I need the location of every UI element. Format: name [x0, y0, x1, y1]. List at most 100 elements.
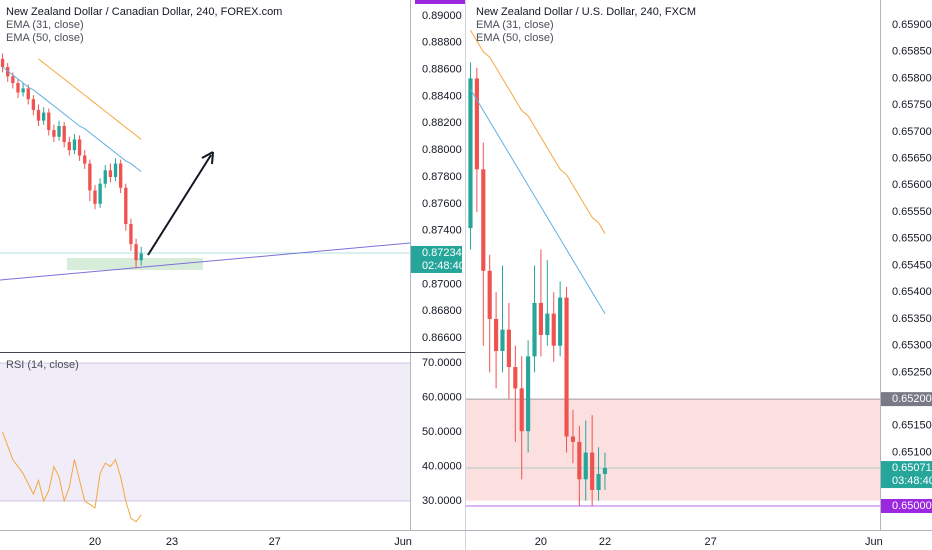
candle-body — [21, 88, 25, 93]
level-label-box — [881, 392, 932, 407]
y-tick-label: 0.88200 — [422, 117, 462, 129]
ema-line — [38, 58, 142, 140]
candle-body — [31, 99, 36, 110]
candle-body — [6, 66, 10, 77]
y-tick-label: 0.87600 — [422, 198, 462, 210]
y-tick-label: 0.87800 — [422, 171, 462, 183]
candle-body — [500, 329, 505, 352]
y-tick-label: 0.89000 — [422, 10, 462, 22]
y-tick-label: 0.65650 — [892, 153, 932, 165]
candle-body — [583, 452, 588, 480]
candle-body — [11, 76, 15, 84]
y-tick-label: 0.65500 — [892, 233, 932, 245]
y-tick-label: 0.88000 — [422, 144, 462, 156]
x-tick-label: 27 — [704, 536, 716, 548]
ema-line — [470, 88, 606, 314]
arrow-head — [201, 151, 214, 165]
x-tick-label: 20 — [535, 536, 547, 548]
countdown-label: 03:48:40 — [892, 475, 932, 487]
y-tick-label: 70.0000 — [422, 357, 462, 369]
candle-body — [494, 318, 499, 352]
y-tick-label: 0.65250 — [892, 366, 932, 378]
candle-body — [77, 139, 82, 156]
candle-body — [88, 163, 92, 191]
candle-body — [26, 88, 30, 100]
y-tick-label: 0.65350 — [892, 313, 932, 325]
candle-body — [590, 452, 595, 490]
candle-body — [481, 169, 486, 271]
x-tick-label: Jun — [865, 536, 883, 548]
trend-line — [0, 242, 411, 281]
candle-body — [577, 441, 582, 480]
candle-body — [52, 130, 56, 137]
y-tick-label: 0.65550 — [892, 206, 932, 218]
candle-body — [538, 302, 544, 335]
last-price-box — [881, 461, 932, 489]
arrow-line — [147, 154, 212, 256]
countdown-label: 02:48:40 — [422, 260, 465, 272]
x-tick-label: 20 — [89, 536, 101, 548]
candle-body — [519, 388, 524, 432]
candle-body — [16, 83, 20, 93]
candle-body — [83, 155, 87, 164]
y-tick-label: 0.65100 — [892, 446, 932, 458]
legend-entry: EMA (50, close) — [6, 32, 84, 44]
y-tick-label: 0.86800 — [422, 305, 462, 317]
last-price-label: 0.87234 — [422, 247, 462, 259]
rsi-line — [2, 431, 142, 523]
plot-layer: 0.89000 0.88800 0.88600 0.88400 0.88200 0.880… — [0, 6, 932, 548]
candle-body — [532, 302, 537, 357]
y-tick-label: 50.0000 — [422, 426, 462, 438]
candle-body — [558, 297, 563, 346]
candle-body — [41, 112, 46, 121]
y-tick-label: 0.87000 — [422, 278, 462, 290]
candle-body — [513, 367, 518, 389]
candle-body — [602, 468, 608, 474]
chart-title: New Zealand Dollar / U.S. Dollar, 240, F… — [476, 6, 696, 18]
x-tick-label: Jun — [394, 536, 412, 548]
last-price-box — [411, 245, 462, 273]
last-price-label: 0.65071 — [892, 462, 932, 474]
y-tick-label: 0.88400 — [422, 90, 462, 102]
candle-body — [103, 170, 107, 184]
y-tick-label: 0.65800 — [892, 72, 932, 84]
level-label-box — [881, 499, 932, 514]
candle-body — [36, 109, 41, 121]
candle-body — [139, 253, 143, 261]
rsi-band — [0, 363, 410, 502]
candle-body — [129, 223, 133, 245]
y-tick-label: 0.65700 — [892, 126, 932, 138]
candle-body — [506, 329, 511, 368]
chart-title: New Zealand Dollar / Canadian Dollar, 24… — [6, 6, 282, 18]
y-tick-label: 0.88600 — [422, 64, 462, 76]
candle-body — [72, 139, 77, 151]
candle-body — [0, 58, 5, 67]
y-tick-label: 0.65150 — [892, 420, 932, 432]
y-tick-label: 0.65750 — [892, 99, 932, 111]
level-label: 0.65000 — [892, 500, 932, 512]
candle-body — [564, 297, 569, 437]
candle-body — [118, 163, 123, 188]
candle-body — [67, 142, 71, 151]
x-tick-label: 22 — [599, 536, 611, 548]
y-tick-label: 30.0000 — [422, 495, 462, 507]
legend-entry: EMA (31, close) — [6, 19, 84, 31]
candle-body — [474, 78, 479, 170]
ema-line — [470, 30, 606, 234]
x-tick-label: 27 — [269, 536, 281, 548]
level-label: 0.65200 — [892, 393, 932, 405]
candle-body — [124, 187, 128, 224]
y-tick-label: 40.0000 — [422, 460, 462, 472]
y-tick-label: 0.65850 — [892, 46, 932, 58]
x-tick-label: 23 — [166, 536, 178, 548]
candle-body — [487, 270, 492, 319]
candle-body — [526, 356, 531, 432]
candle-body — [596, 473, 601, 490]
y-tick-label: 0.65450 — [892, 259, 932, 271]
candle-body — [62, 126, 66, 143]
candle-body — [545, 313, 550, 335]
candle-body — [108, 170, 113, 178]
y-tick-label: 0.65900 — [892, 19, 932, 31]
candle-body — [570, 436, 576, 442]
